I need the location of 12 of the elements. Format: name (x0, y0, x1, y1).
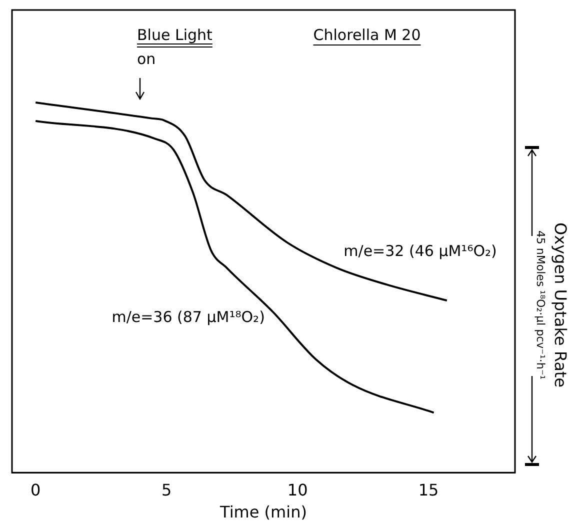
x-tick-label: 5 (161, 480, 172, 500)
text: Chlorella M 20 (313, 26, 421, 44)
series-label: m/e=32 (46 µM¹⁶O₂) (344, 242, 497, 260)
x-tick-label: 0 (30, 480, 41, 500)
y-axis-title: Oxygen Uptake Rate (551, 222, 570, 388)
text: Blue Light (137, 26, 213, 44)
text: on (137, 50, 156, 68)
text: 45 nMoles ¹⁸O₂·µl pcv⁻¹·h⁻¹ (534, 230, 547, 380)
x-axis-title: Time (min) (219, 502, 307, 522)
series-label: m/e=36 (87 µM¹⁸O₂) (112, 308, 265, 326)
x-tick-label: 10 (287, 480, 308, 500)
x-tick-label: 15 (418, 480, 439, 500)
